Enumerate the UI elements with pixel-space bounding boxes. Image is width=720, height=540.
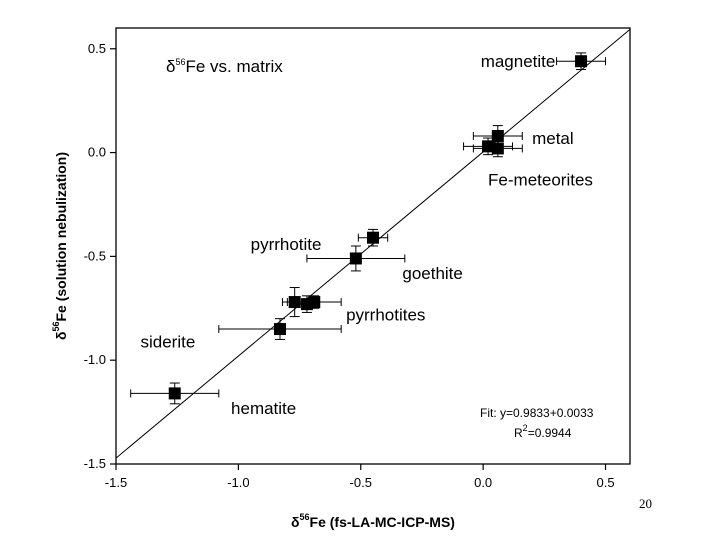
point-marker [168, 387, 181, 400]
point-marker [482, 140, 495, 153]
point-label: magnetite [481, 52, 556, 71]
data-point [218, 318, 342, 340]
y-tick-label: 0.5 [88, 41, 106, 56]
x-tick-label: -0.5 [350, 475, 372, 490]
point-label: siderite [140, 333, 195, 352]
y-tick-label: -0.5 [84, 248, 106, 263]
point-label: pyrrhotite [251, 235, 322, 254]
data-point [130, 382, 220, 405]
y-tick-label: 0.0 [88, 145, 106, 160]
point-marker [491, 129, 504, 142]
x-tick-label: -1.0 [227, 475, 249, 490]
y-tick-label: -1.5 [84, 456, 106, 471]
x-tick-label: -1.5 [105, 475, 127, 490]
data-point [472, 139, 523, 158]
point-label: goethite [402, 264, 463, 283]
point-marker [349, 252, 362, 265]
x-tick-label: 0.0 [474, 475, 492, 490]
y-axis-title: δ56Fe (solution nebulization) [51, 152, 69, 340]
page-number: 20 [639, 496, 652, 511]
point-marker [491, 142, 504, 155]
y-tick-label: -1.0 [84, 352, 106, 367]
x-axis-title: δ56Fe (fs-LA-MC-ICP-MS) [291, 512, 455, 530]
point-marker [575, 55, 588, 68]
r-squared: R2=0.9944 [514, 423, 572, 440]
point-label: pyrrhotites [346, 306, 425, 325]
point-marker [367, 231, 379, 244]
point-label: hematite [231, 399, 296, 418]
data-point [556, 52, 607, 71]
data-point [463, 137, 514, 156]
x-tick-label: 0.5 [596, 475, 614, 490]
point-label: Fe-meteorites [488, 171, 593, 190]
chart-title: δ56Fe vs. matrix [166, 57, 283, 76]
fit-equation: Fit: y=0.9833+0.0033 [480, 406, 594, 420]
plot-frame [115, 27, 631, 465]
data-point [286, 295, 342, 309]
data-point [306, 245, 406, 272]
point-marker [308, 296, 321, 309]
point-label: metal [532, 129, 574, 148]
data-point [357, 228, 389, 247]
data-point [472, 125, 523, 147]
point-marker [273, 323, 286, 336]
